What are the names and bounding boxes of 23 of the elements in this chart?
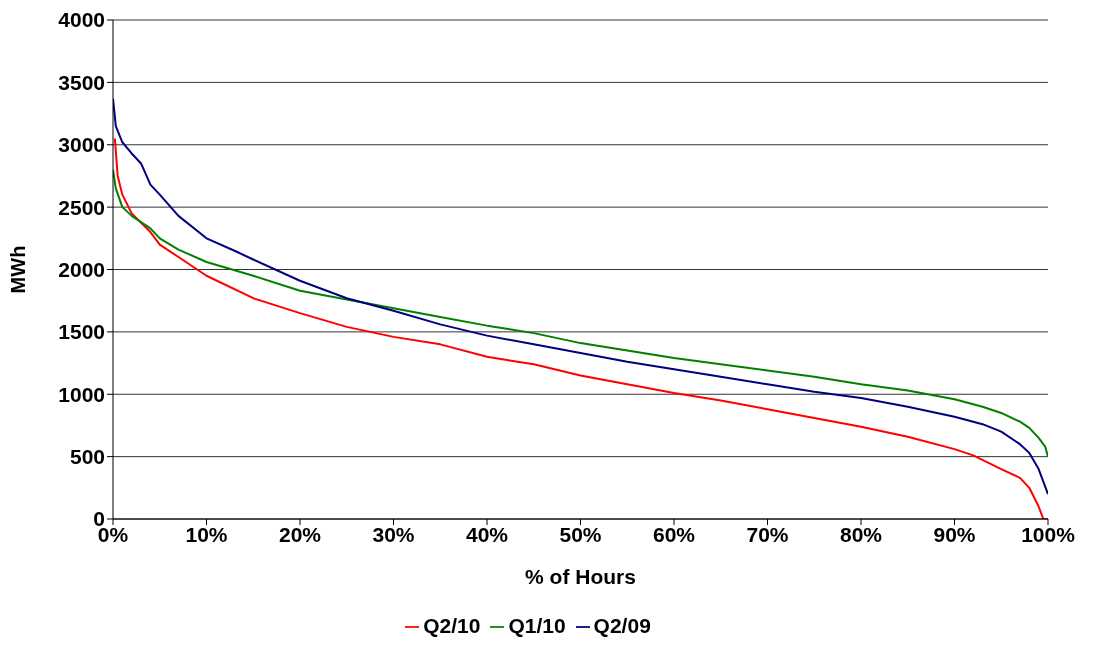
x-tick-label: 90%	[933, 522, 976, 546]
x-axis-title: % of Hours	[525, 565, 636, 588]
x-tick-label: 40%	[465, 522, 509, 546]
x-tick-label: 60%	[652, 522, 696, 546]
y-tick-label: 1000	[58, 382, 105, 406]
x-tick-label: 70%	[746, 522, 789, 546]
y-tick-label: 2000	[58, 257, 105, 281]
y-tick-label: 2500	[58, 195, 105, 219]
y-tick-label: 3000	[58, 133, 105, 157]
legend-label: Q2/10	[423, 614, 481, 637]
legend-label: Q1/10	[508, 614, 566, 637]
legend-label: Q2/09	[593, 614, 651, 637]
x-tick-label: 50%	[559, 522, 602, 546]
y-tick-label: 3500	[58, 70, 105, 94]
y-tick-label: 500	[69, 445, 105, 469]
x-tick-label: 30%	[372, 522, 415, 546]
y-axis-title: MWh	[7, 245, 30, 294]
y-tick-label: 4000	[58, 8, 105, 32]
y-tick-label: 1500	[58, 320, 105, 344]
x-tick-label: 10%	[185, 522, 228, 546]
x-tick-label: 100%	[1021, 522, 1076, 546]
x-tick-label: 20%	[278, 522, 322, 546]
x-tick-label: 80%	[839, 522, 883, 546]
